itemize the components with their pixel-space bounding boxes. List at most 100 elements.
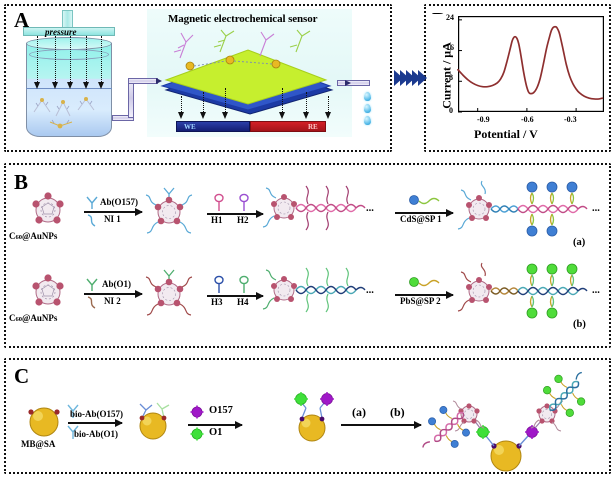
field-arrow	[221, 112, 228, 119]
pressure-line	[70, 36, 71, 84]
row-a-hairpin-2: H2	[237, 215, 249, 225]
row-a-step3-label: CdS@SP 1	[400, 214, 442, 224]
row-a-start-label: C60@AuNPs	[9, 231, 58, 241]
biotin-antibody-icon	[67, 404, 79, 418]
mb-sa-bead	[28, 407, 60, 437]
water-droplet	[364, 116, 371, 125]
water-droplet	[364, 104, 371, 113]
magnetic-field-line	[181, 96, 182, 114]
row-b-start-label: C60@AuNPs	[9, 313, 58, 323]
reference-electrode	[250, 121, 326, 132]
o157-antigen-icon	[190, 405, 204, 419]
chevron-flow-arrow	[394, 70, 403, 86]
panel-c-arrow-1	[68, 419, 123, 426]
outflow-tube-horizontal	[128, 78, 158, 84]
chart-xtick: -0.9	[477, 115, 490, 124]
outflow-tube-vertical	[112, 115, 134, 121]
magnetic-field-line	[306, 92, 307, 114]
pressure-arrow	[51, 82, 58, 89]
row-b-ellipsis-2: ...	[592, 285, 600, 296]
c60-aunp-antibody-conjugate	[145, 187, 193, 234]
field-arrow	[302, 112, 309, 119]
pressure-arrow	[82, 82, 89, 89]
pressure-label: pressure	[45, 27, 77, 37]
final-product-b	[457, 262, 588, 319]
chart-xtick: -0.6	[521, 115, 534, 124]
panel-a-letter: A	[14, 8, 30, 32]
vessel-liquid-ellipse	[29, 49, 109, 60]
field-arrow	[199, 112, 206, 119]
mb-antigen-complex	[294, 392, 334, 442]
row-a-ellipsis-1: ...	[366, 203, 374, 214]
panel-c-start-label: MB@SA	[21, 439, 56, 449]
chevron-flow-arrow	[412, 70, 421, 86]
antibody-icon	[86, 196, 98, 209]
panel-c-letter: C	[14, 364, 30, 388]
press-rod	[62, 10, 73, 28]
row-b-arrow-3	[395, 291, 454, 298]
biotin-antibody-icon	[67, 425, 79, 439]
row-b-arrow-1	[84, 290, 143, 297]
row-b-hairpin-2: H4	[237, 297, 249, 307]
sensor-chip-stack	[160, 49, 334, 115]
hcr-chain-product-a	[262, 185, 366, 231]
magnetic-field-line	[328, 96, 329, 114]
outlet-flow-arrow	[345, 79, 351, 86]
panel-c-step1-bottom: bio-Ab(O1)	[74, 429, 119, 439]
magnetic-field-line	[282, 88, 283, 114]
outlet-tube	[337, 80, 370, 86]
panel-c-analyte-1: O157	[209, 405, 233, 416]
panel-c-step3-a: (a)	[352, 405, 366, 419]
dpv-chart: Current / μA Potential / V 24 16 8 0 -0.…	[430, 13, 608, 144]
pressure-line	[55, 36, 56, 84]
field-arrow	[324, 112, 331, 119]
magnetic-field-line	[225, 88, 226, 114]
pbs-sp2-probe-icon	[409, 277, 440, 287]
hairpin-h2-icon	[239, 193, 249, 211]
nanoinitiator-icon	[87, 296, 96, 309]
final-sandwich-complex	[422, 371, 586, 472]
panel-c-step1-top: bio-Ab(O157)	[70, 409, 124, 419]
chart-xtick: -0.3	[564, 115, 577, 124]
o1-antigen-icon	[190, 427, 204, 441]
press-plate	[23, 27, 115, 36]
hairpin-h1-icon	[214, 193, 224, 211]
row-a-arrow-3	[395, 209, 454, 216]
field-arrow	[278, 112, 285, 119]
final-product-a	[457, 180, 588, 237]
c60-aunp-particle	[32, 274, 64, 306]
panel-a-box	[4, 4, 392, 152]
c60-aunp-antibody-conjugate	[145, 269, 193, 316]
working-electrode	[176, 121, 250, 132]
panel-c-step3-b: (b)	[390, 405, 405, 419]
panel-c-analyte-2: O1	[209, 427, 223, 438]
row-a-hairpin-1: H1	[211, 215, 223, 225]
c60-aunp-particle	[32, 192, 64, 224]
chevron-flow-arrow	[418, 70, 427, 86]
antibody-icon	[86, 278, 98, 291]
pressure-arrow	[66, 82, 73, 89]
row-a-arrow-1	[84, 208, 143, 215]
mb-sa-antibody-bead	[139, 402, 170, 440]
nanoinitiator-icon	[87, 214, 96, 227]
chevron-flow-arrow	[406, 70, 415, 86]
row-a-step1-top: Ab(O157)	[100, 197, 138, 207]
outflow-tube-riser	[128, 78, 134, 118]
row-a-tag: (a)	[573, 237, 586, 248]
working-electrode-label: WE	[184, 123, 196, 131]
chart-ytick: 8	[449, 73, 453, 82]
panel-c-arrow-2	[188, 421, 243, 428]
row-b-hairpin-1: H3	[211, 297, 223, 307]
pressure-line	[101, 36, 102, 84]
chart-xlabel: Potential / V	[474, 127, 538, 141]
panel-c-box	[4, 358, 611, 474]
vessel-contents	[33, 97, 95, 129]
chip-biorecognition-layer	[173, 29, 311, 71]
row-a-arrow-2	[207, 210, 264, 217]
reference-electrode-label: RE	[308, 123, 318, 131]
row-a-ellipsis-2: ...	[592, 203, 600, 214]
chevron-flow-arrow	[400, 70, 409, 86]
hairpin-h3-icon	[214, 275, 224, 293]
flow-direction-arrow	[156, 77, 162, 84]
